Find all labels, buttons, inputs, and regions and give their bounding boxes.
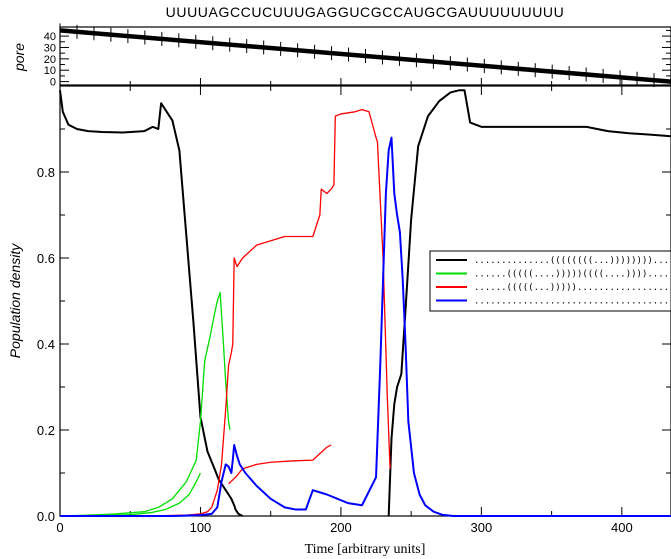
legend-label: ......(((((....)))))((((....))))........… xyxy=(474,270,671,280)
pore-y-tick-label: 10 xyxy=(44,65,56,77)
y-ticks: 0.0 0.2 0.4 0.6 0.8 xyxy=(37,85,671,524)
main-series xyxy=(59,89,671,517)
y-tick-label: 0.8 xyxy=(37,165,55,180)
legend: ..............((((((((...)))))))).......… xyxy=(429,250,671,312)
y-tick-label: 0.4 xyxy=(37,337,55,352)
series-line xyxy=(228,444,332,485)
series-line xyxy=(59,291,231,517)
x-tick-label: 100 xyxy=(190,520,212,535)
sequence-label: UUUUAGCCUCUUUGAGGUCGCCAUGCGAUUUUUUUUU xyxy=(166,4,565,20)
pore-y-tick-label: 0 xyxy=(50,77,56,89)
y-tick-label: 0.2 xyxy=(37,423,55,438)
pore-y-tick-label: 30 xyxy=(44,42,56,54)
pore-axis-title: pore xyxy=(11,43,27,72)
y-tick-label: 0.6 xyxy=(37,251,55,266)
x-tick-label: 400 xyxy=(611,520,633,535)
legend-label: ........................................… xyxy=(474,297,671,307)
pore-plot-frame xyxy=(59,26,671,86)
x-axis-title: Time [arbitrary units] xyxy=(305,542,426,557)
series-line xyxy=(387,89,671,517)
series-line xyxy=(59,472,202,517)
x-tick-label: 200 xyxy=(330,520,352,535)
series-line xyxy=(60,136,671,517)
legend-box xyxy=(429,250,671,312)
legend-label: ..............((((((((...))))))))....... xyxy=(474,256,671,266)
main-panel: Population density Time [arbitrary units… xyxy=(7,85,671,557)
pore-y-tick-label: 20 xyxy=(44,54,56,66)
pore-x-ticks xyxy=(59,78,623,85)
pore-series xyxy=(59,23,671,89)
y-tick-label: 0.0 xyxy=(37,509,55,524)
x-tick-label: 0 xyxy=(56,520,63,535)
y-axis-title: Population density xyxy=(7,243,23,358)
pore-y-tick-label: 40 xyxy=(44,31,56,43)
x-tick-label: 300 xyxy=(471,520,493,535)
legend-label: ......(((((...))))).....................… xyxy=(474,283,671,293)
series-line xyxy=(60,109,391,517)
series-line xyxy=(59,90,244,517)
